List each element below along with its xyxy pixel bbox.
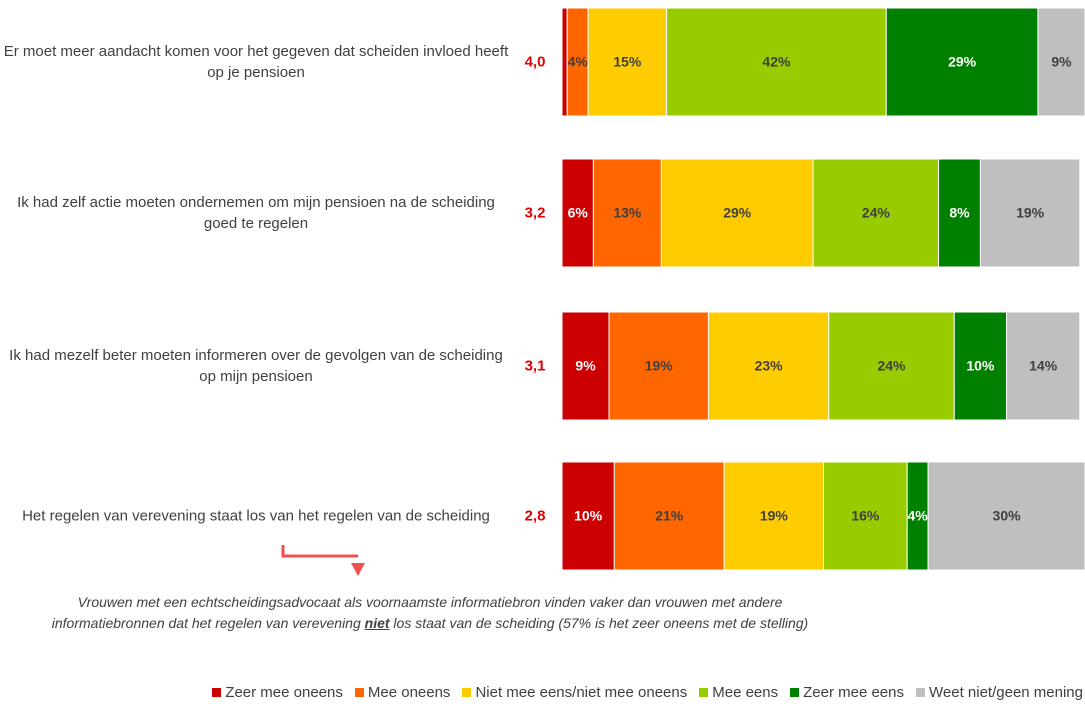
value-label: 4% bbox=[568, 54, 589, 70]
bar-segment bbox=[561, 7, 568, 117]
value-label: 24% bbox=[877, 358, 906, 374]
legend-swatch bbox=[212, 688, 222, 697]
mean-score: 3,2 bbox=[524, 204, 546, 222]
value-label: 29% bbox=[948, 54, 977, 70]
bar-segment bbox=[812, 158, 940, 268]
value-label: 9% bbox=[575, 358, 596, 374]
legend-swatch bbox=[462, 688, 472, 697]
value-label: 14% bbox=[1029, 358, 1058, 374]
value-label: 21% bbox=[655, 508, 684, 524]
legend-label: Zeer mee oneens bbox=[225, 684, 343, 701]
bar-segment bbox=[885, 7, 1039, 117]
bar-segment bbox=[592, 158, 662, 268]
bar-segment bbox=[587, 7, 668, 117]
note-text: los staat van de scheiding (57% is het z… bbox=[389, 615, 809, 631]
legend: Zeer mee oneens Mee oneens Niet mee eens/n… bbox=[212, 684, 1083, 701]
legend-item: Weet niet/geen mening bbox=[916, 684, 1083, 701]
legend-label: Zeer mee eens bbox=[803, 684, 904, 701]
value-label: 19% bbox=[645, 358, 674, 374]
legend-label: Mee oneens bbox=[367, 684, 451, 701]
note-text: Vrouwen met een echtscheidingsadvocaat a… bbox=[51, 594, 783, 631]
value-label: 24% bbox=[862, 205, 891, 221]
category-label: Het regelen van verevening staat los van… bbox=[22, 507, 490, 525]
bar-segment bbox=[660, 158, 814, 268]
legend-swatch bbox=[354, 688, 364, 697]
value-label: 23% bbox=[755, 358, 784, 374]
bar-segment bbox=[828, 311, 955, 421]
value-label: 30% bbox=[993, 508, 1022, 524]
legend-label: Mee eens bbox=[712, 684, 779, 701]
note-arrow bbox=[281, 545, 358, 558]
bar-segment bbox=[823, 461, 908, 571]
bar-segment bbox=[608, 311, 709, 421]
category-label: Er moet meer aandacht komen voor het geg… bbox=[3, 43, 509, 81]
legend-item: Mee oneens bbox=[354, 684, 451, 701]
legend-item: Zeer mee eens bbox=[790, 684, 904, 701]
mean-score: 4,0 bbox=[524, 53, 546, 71]
bar-segment bbox=[561, 158, 594, 268]
value-label: 13% bbox=[613, 205, 642, 221]
bar-segment bbox=[613, 461, 725, 571]
value-label: 16% bbox=[851, 508, 880, 524]
bar-segment bbox=[561, 461, 615, 571]
value-label: 9% bbox=[1051, 54, 1072, 70]
value-label: 15% bbox=[613, 54, 642, 70]
bar-segment bbox=[666, 7, 887, 117]
value-label: 29% bbox=[723, 205, 752, 221]
mean-score: 2,8 bbox=[524, 507, 546, 525]
bar-segment bbox=[979, 158, 1081, 268]
value-label: 6% bbox=[568, 205, 589, 221]
value-label: 8% bbox=[949, 205, 970, 221]
value-label: 19% bbox=[760, 508, 789, 524]
bar-segment bbox=[938, 158, 981, 268]
mean-score: 3,1 bbox=[524, 357, 546, 375]
bar-segment bbox=[927, 461, 1085, 571]
bar-segment bbox=[561, 311, 610, 421]
value-label: 4% bbox=[908, 508, 929, 524]
value-label: 10% bbox=[966, 358, 995, 374]
legend-swatch bbox=[790, 688, 800, 697]
legend-swatch bbox=[916, 688, 925, 697]
bar-segment bbox=[1006, 311, 1081, 421]
note-emphasis: niet bbox=[364, 615, 390, 631]
value-label: 10% bbox=[574, 508, 603, 524]
legend-label: Niet mee eens/niet mee oneens bbox=[475, 684, 688, 701]
legend-item: Niet mee eens/niet mee oneens bbox=[462, 684, 687, 701]
category-label: Ik had mezelf beter moeten informeren ov… bbox=[9, 347, 503, 385]
legend-swatch bbox=[699, 688, 709, 697]
value-label: 19% bbox=[1016, 205, 1045, 221]
legend-item: Mee eens bbox=[699, 684, 778, 701]
note: Vrouwen met een echtscheidingsadvocaat a… bbox=[20, 592, 840, 634]
category-label: Ik had zelf actie moeten ondernemen om m… bbox=[17, 194, 495, 232]
legend-item: Zeer mee oneens bbox=[212, 684, 343, 701]
legend-label: Weet niet/geen mening bbox=[929, 684, 1083, 701]
note-arrowhead bbox=[351, 563, 365, 576]
value-label: 42% bbox=[762, 54, 791, 70]
bar-segment bbox=[1037, 7, 1085, 117]
